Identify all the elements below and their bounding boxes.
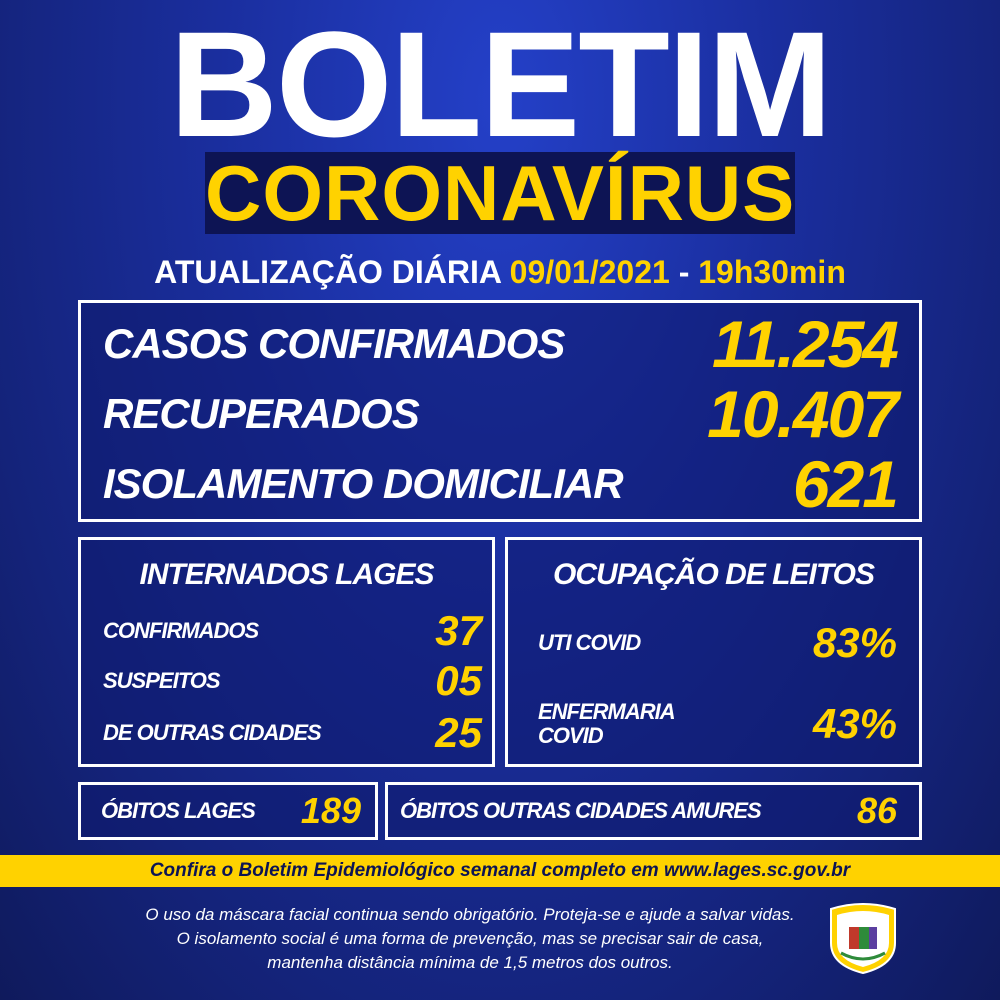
leitos-row: ENFERMARIA COVID 43% — [538, 694, 897, 754]
obitos-value: 189 — [300, 790, 361, 831]
summary-box: CASOS CONFIRMADOS 11.254 RECUPERADOS 10.40… — [78, 300, 922, 522]
obitos-outras-box: ÓBITOS OUTRAS CIDADES AMURES 86 — [385, 782, 922, 840]
leitos-title: OCUPAÇÃO DE LEITOS — [553, 558, 875, 591]
internados-title: INTERNADOS LAGES — [139, 558, 434, 591]
summary-value: 11.254 — [712, 307, 899, 381]
leitos-row: UTI COVID 83% — [538, 618, 897, 668]
summary-row: ISOLAMENTO DOMICILIAR 621 — [103, 447, 899, 521]
summary-label: RECUPERADOS — [103, 390, 420, 437]
obitos-label: ÓBITOS OUTRAS CIDADES AMURES — [400, 798, 762, 823]
internados-box: INTERNADOS LAGES CONFIRMADOS 37 SUSPEITOS… — [78, 537, 495, 767]
internados-row: SUSPEITOS 05 — [103, 658, 482, 704]
summary-value: 621 — [792, 447, 899, 521]
update-time: 19h30min — [698, 254, 846, 290]
title: BOLETIM — [169, 0, 833, 168]
leitos-label: ENFERMARIA COVID — [538, 699, 675, 748]
obitos-row: ÓBITOS LAGES 189 — [101, 785, 361, 837]
summary-row: CASOS CONFIRMADOS 11.254 — [103, 307, 899, 381]
summary-label: CASOS CONFIRMADOS — [103, 320, 565, 367]
internados-value: 05 — [435, 657, 482, 704]
footer-text: O uso da máscara facial continua sendo o… — [90, 903, 850, 975]
obitos-label: ÓBITOS LAGES — [101, 798, 256, 823]
obitos-row: ÓBITOS OUTRAS CIDADES AMURES 86 — [400, 785, 897, 837]
summary-label: ISOLAMENTO DOMICILIAR — [103, 460, 624, 507]
leitos-box: OCUPAÇÃO DE LEITOS UTI COVID 83% ENFERMAR… — [505, 537, 922, 767]
leitos-label: UTI COVID — [538, 630, 641, 655]
footer-line: O uso da máscara facial continua sendo o… — [145, 905, 795, 924]
update-label: ATUALIZAÇÃO DIÁRIA — [154, 254, 501, 290]
footer-line: mantenha distância mínima de 1,5 metros … — [267, 953, 673, 972]
internados-row: DE OUTRAS CIDADES 25 — [103, 710, 482, 756]
internados-label: SUSPEITOS — [103, 668, 221, 693]
obitos-lages-box: ÓBITOS LAGES 189 — [78, 782, 378, 840]
update-date: 09/01/2021 — [509, 254, 670, 290]
summary-value: 10.407 — [707, 377, 899, 451]
update-line: ATUALIZAÇÃO DIÁRIA 09/01/2021 - 19h30min — [0, 252, 1000, 292]
obitos-value: 86 — [856, 790, 897, 831]
municipal-emblem-icon — [830, 903, 896, 975]
summary-row: RECUPERADOS 10.407 — [103, 377, 899, 451]
website-banner: Confira o Boletim Epidemiológico semanal… — [0, 855, 1000, 887]
leitos-value: 43% — [812, 700, 897, 747]
footer-line: O isolamento social é uma forma de preve… — [176, 929, 764, 948]
internados-label: DE OUTRAS CIDADES — [103, 720, 322, 745]
internados-value: 25 — [435, 709, 482, 756]
subtitle-band: CORONAVÍRUS — [205, 149, 796, 237]
update-separator: - — [678, 254, 690, 290]
leitos-value: 83% — [812, 619, 897, 666]
internados-label: CONFIRMADOS — [103, 618, 259, 643]
internados-value: 37 — [435, 607, 482, 654]
internados-row: CONFIRMADOS 37 — [103, 608, 482, 654]
